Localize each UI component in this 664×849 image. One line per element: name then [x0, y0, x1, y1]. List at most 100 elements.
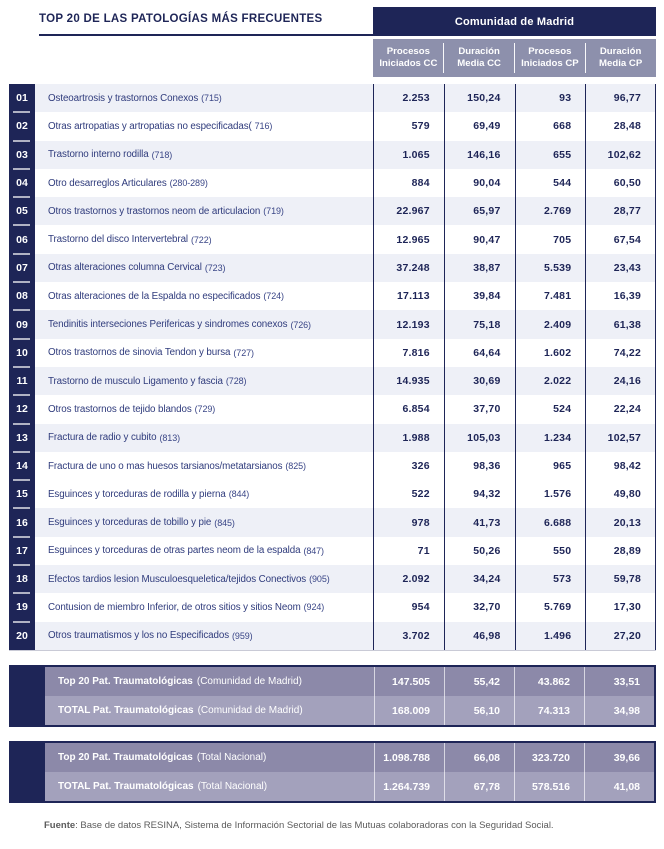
pathology-name: Efectos tardios lesion Musculoesqueletic…: [48, 573, 307, 585]
pathology-code: (718): [151, 149, 173, 160]
pathology-name: Trastorno del disco Intervertebral: [48, 234, 188, 246]
data-cell: 150,24: [443, 84, 515, 113]
row-label: Efectos tardios lesion Musculoesqueletic…: [35, 565, 373, 594]
summary-rows: Top 20 Pat. Traumatológicas (Total Nacion…: [45, 743, 654, 801]
column-header-line1: Procesos: [386, 45, 430, 57]
table-row: 16 Esguinces y torceduras de tobillo y pi…: [9, 508, 656, 539]
data-cell: 38,87: [443, 253, 515, 283]
summary-data-cell: 43.862: [514, 667, 584, 696]
summary-qualifier: (Comunidad de Madrid): [196, 676, 302, 687]
table-row: 12 Otros trastornos de tejido blandos (729…: [9, 395, 656, 425]
data-cell: 1.496: [514, 621, 586, 650]
pathology-code: (724): [263, 291, 284, 302]
pathology-name: Otros traumatismos y los no Especificado…: [48, 630, 230, 642]
summary-data-cell: 66,08: [444, 743, 514, 772]
pathology-code: (729): [194, 404, 216, 415]
row-rank-badge: 11: [9, 366, 35, 397]
data-cell: 27,20: [585, 621, 656, 650]
row-label: Contusion de miembro Inferior, de otros …: [35, 593, 373, 621]
pathology-name: Osteoartrosis y trastornos Conexos: [48, 92, 199, 104]
data-cell: 24,16: [585, 366, 656, 396]
pathology-name: Otros trastornos de sinovia Tendon y bur…: [48, 347, 231, 359]
row-label: Otros trastornos y trastornos neom de ar…: [35, 197, 373, 226]
pathology-name: Trastorno interno rodilla: [48, 149, 149, 161]
data-cell: 90,04: [443, 168, 515, 198]
table-row: 06 Trastorno del disco Intervertebral (722…: [9, 225, 656, 256]
data-cell: 30,69: [443, 366, 515, 396]
row-label: Otros trastornos de tejido blandos (729): [35, 395, 373, 423]
column-header-line1: Duración: [458, 45, 500, 57]
data-cell: 102,57: [585, 423, 656, 452]
table-row: 15 Esguinces y torceduras de rodilla y pi…: [9, 480, 656, 510]
data-cell: 884: [373, 168, 444, 198]
column-header-line2: Iniciados CC: [379, 58, 438, 69]
data-cell: 105,03: [443, 423, 515, 452]
row-label: Trastorno de musculo Ligamento y fascia(…: [35, 366, 373, 396]
row-rank-badge: 17: [9, 536, 35, 567]
pathology-name: Fractura de uno o mas huesos tarsianos/m…: [48, 460, 283, 472]
row-rank-badge: 15: [9, 480, 35, 510]
row-rank-badge: 05: [9, 197, 35, 227]
data-cell: 94,32: [443, 480, 515, 509]
summary-data-cell: 55,42: [444, 667, 514, 696]
data-cell: 2.769: [514, 197, 586, 226]
pathology-code: (727): [233, 347, 254, 358]
row-label: Esguinces y torceduras de rodilla y pier…: [35, 480, 373, 508]
pathology-code: (847): [303, 545, 324, 556]
data-cell: 28,48: [585, 112, 656, 141]
pathology-code: (280-289): [169, 178, 208, 189]
summary-left-bar: [11, 667, 45, 725]
summary-data-cell: 168.009: [374, 696, 444, 725]
source-note-text: : Base de datos RESINA, Sistema de Infor…: [75, 820, 554, 831]
data-cell: 12.193: [373, 310, 444, 339]
row-rank-badge: 07: [9, 253, 35, 284]
column-header: Procesos Iniciados CP: [514, 39, 586, 77]
data-cell: 22.967: [373, 197, 444, 226]
data-cell: 50,26: [443, 536, 515, 566]
table-row: 19 Contusion de miembro Inferior, de otro…: [9, 593, 656, 623]
row-label: Tendinitis interseciones Perifericas y s…: [35, 310, 373, 339]
summary-label: TOTAL Pat. Traumatológicas (Total Naciona…: [45, 772, 374, 801]
data-cell: 146,16: [443, 140, 515, 169]
title-underline: [39, 34, 373, 36]
table-row: 10 Otros trastornos de sinovia Tendon y b…: [9, 338, 656, 369]
row-rank-badge: 02: [9, 112, 35, 142]
summary-data-cell: 1.098.788: [374, 743, 444, 772]
data-cell: 544: [514, 168, 586, 198]
pathology-code: (924): [303, 602, 325, 613]
column-header: Duración Media CP: [584, 39, 656, 77]
pathology-name: Esguinces y torceduras de tobillo y pie: [48, 517, 212, 529]
table-row: 07 Otras alteraciones columna Cervical (72…: [9, 253, 656, 284]
data-cell: 74,22: [585, 338, 656, 367]
data-cell: 2.022: [514, 366, 586, 396]
data-cell: 524: [514, 395, 586, 424]
data-cell: 61,38: [585, 310, 656, 339]
summary-label: Top 20 Pat. Traumatológicas (Total Nacion…: [45, 743, 374, 772]
column-headers: Procesos Iniciados CC Duración Media CC Proc…: [373, 39, 656, 77]
data-cell: 71: [373, 536, 444, 566]
data-cell: 20,13: [585, 508, 656, 537]
summary-qualifier: (Total Nacional): [196, 752, 267, 763]
data-cell: 6.688: [514, 508, 586, 537]
data-cell: 978: [373, 508, 444, 537]
row-rank-badge: 10: [9, 338, 35, 369]
row-rank-badge: 03: [9, 140, 35, 171]
row-rank-badge: 12: [9, 395, 35, 425]
row-rank-badge: 09: [9, 310, 35, 340]
data-cell: 67,54: [585, 225, 656, 254]
table-row: 03 Trastorno interno rodilla (718) 1.065 146…: [9, 140, 656, 171]
summary-row: TOTAL Pat. Traumatológicas (Total Naciona…: [45, 772, 654, 801]
data-cell: 46,98: [443, 621, 515, 650]
summary-label: Top 20 Pat. Traumatológicas (Comunidad de…: [45, 667, 374, 696]
pathology-code: (726): [290, 319, 311, 330]
pathology-name: Trastorno de musculo Ligamento y fascia: [48, 375, 223, 387]
row-label: Fractura de uno o mas huesos tarsianos/m…: [35, 452, 373, 480]
column-header-line2: Media CP: [599, 58, 643, 69]
data-cell: 59,78: [585, 565, 656, 594]
data-cell: 64,64: [443, 338, 515, 367]
pathology-name: Tendinitis interseciones Perifericas y s…: [48, 319, 288, 331]
row-label: Osteoartrosis y trastornos Conexos (715): [35, 84, 373, 113]
row-label: Fractura de radio y cubito (813): [35, 423, 373, 452]
data-cell: 23,43: [585, 253, 656, 283]
